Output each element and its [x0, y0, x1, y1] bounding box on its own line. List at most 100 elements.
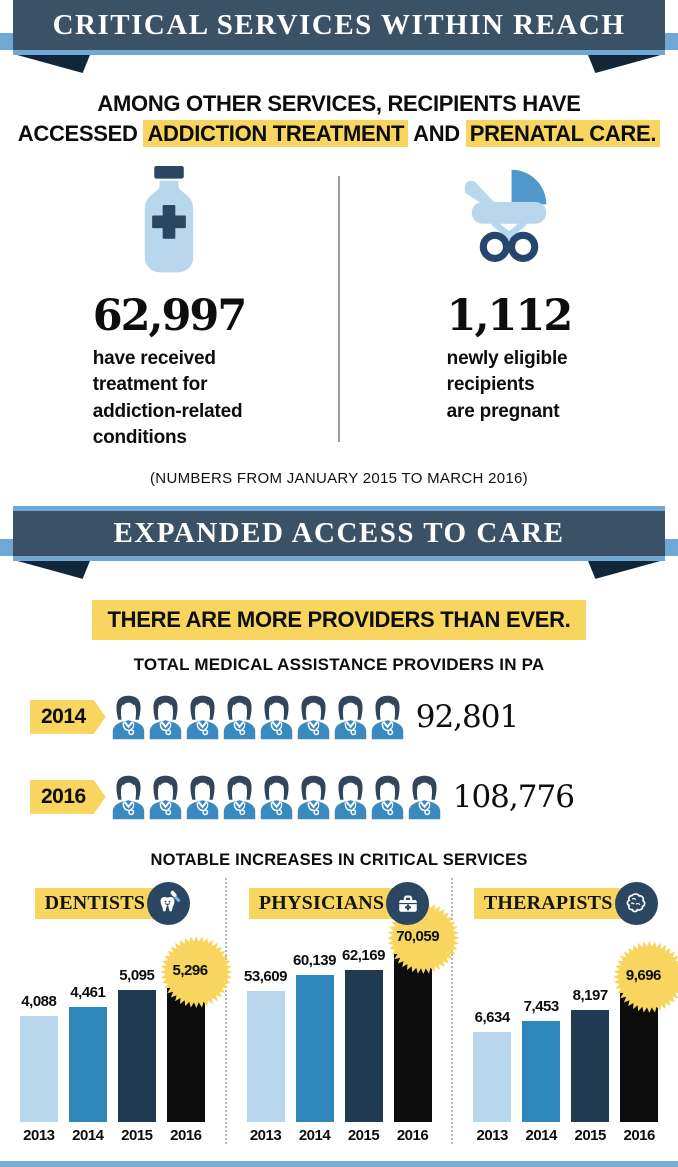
year-label: 2015	[574, 1126, 606, 1144]
bar	[571, 1009, 610, 1122]
year-tag-2014: 2014	[30, 700, 106, 734]
bar-group: 70,059	[386, 901, 459, 1122]
date-range-note: (NUMBERS FROM JANUARY 2015 TO MARCH 2016…	[150, 469, 528, 487]
doctor-icon	[408, 775, 440, 820]
doctor-icon	[186, 775, 218, 820]
stat-pregnant-recipients: 1,112 newly eligible recipients are preg…	[340, 162, 678, 452]
brain-icon	[614, 882, 658, 926]
increases-heading: NOTABLE INCREASES IN CRITICAL SERVICES	[150, 850, 528, 869]
bar-group: 8,197	[571, 987, 610, 1122]
doctor-icon	[260, 775, 292, 820]
bar-value-label: 53,609	[244, 967, 287, 985]
bar	[620, 989, 659, 1122]
bar-value-label: 5,095	[119, 966, 155, 984]
doctor-icon	[334, 695, 366, 740]
year-label: 2013	[476, 1126, 508, 1144]
bar-value-label: 5,296	[172, 961, 209, 979]
doctor-icon	[223, 775, 255, 820]
bar	[68, 1006, 107, 1122]
year-label: 2014	[525, 1126, 557, 1144]
year-label: 2016	[623, 1126, 655, 1144]
stat-value-addiction: 62,997	[92, 291, 248, 342]
chart-header-dentists: DENTISTS	[0, 880, 225, 928]
bar-group: 6,634	[473, 1009, 512, 1122]
bar-group: 4,088	[19, 993, 58, 1122]
doctor-icon	[112, 775, 144, 820]
headline-line1: AMONG OTHER SERVICES, RECIPIENTS HAVE	[97, 91, 581, 116]
pictogram-row-2014: 2014	[30, 679, 678, 755]
doctor-icons-2016	[110, 763, 443, 831]
bar-value-label: 8,197	[572, 986, 609, 1004]
year-label: 2015	[347, 1126, 380, 1144]
year-label: 2014	[72, 1126, 104, 1144]
bar	[166, 984, 205, 1122]
sunburst-badge	[613, 940, 678, 1013]
doctor-icon	[297, 775, 329, 820]
doctor-icon	[149, 695, 181, 740]
stat-addiction-treatment: 62,997 have received treatment for addic…	[0, 162, 338, 452]
footer-strip	[0, 1161, 678, 1167]
bar-group: 5,095	[117, 967, 156, 1122]
banner-critical-services: CRITICAL SERVICES WITHIN REACH	[0, 0, 678, 78]
bars-physicians: 53,609 60,139 62,169 70,059	[227, 901, 459, 1122]
bar-value-label: 7,453	[523, 997, 560, 1015]
stat-value-pregnant: 1,112	[446, 291, 574, 342]
years-therapists: 2013 2014 2015 2016	[453, 1127, 678, 1144]
bar	[246, 990, 285, 1122]
tooth-icon	[147, 882, 191, 926]
provider-count-2016: 108,776	[452, 778, 575, 815]
bars-therapists: 6,634 7,453 8,197 9,696	[453, 930, 678, 1122]
providers-tagline: THERE ARE MORE PROVIDERS THAN EVER.	[91, 599, 587, 640]
doctor-icon	[112, 695, 144, 740]
doctor-icon	[186, 695, 218, 740]
chart-therapists: THERAPISTS 6,634 7,453 8,197 9,696 2013 2014…	[451, 877, 678, 1144]
doctor-icon	[297, 695, 329, 740]
charts-row: DENTISTS 4,088 4,461 5,095 5,296 2013 2014 20…	[0, 877, 678, 1144]
chart-header-physicians: PHYSICIANS	[227, 880, 452, 928]
doctor-icon	[371, 695, 403, 740]
banner1-title: CRITICAL SERVICES WITHIN REACH	[52, 8, 626, 41]
highlight-addiction-treatment: ADDICTION TREATMENT	[143, 119, 409, 147]
bar-group: 9,696	[613, 940, 678, 1122]
bar-value-label: 4,088	[21, 992, 57, 1010]
chart-physicians: PHYSICIANS 53,609 60,139 62,169 70,059 2013…	[224, 877, 459, 1144]
bar-group: 5,296	[160, 935, 233, 1122]
stat-caption-pregnant: newly eligible recipients are pregnant	[446, 347, 568, 422]
stats-row: 62,997 have received treatment for addic…	[0, 162, 678, 452]
banner2-title: EXPANDED ACCESS TO CARE	[113, 516, 565, 549]
doctor-icon	[260, 695, 292, 740]
bar-group: 7,453	[522, 998, 561, 1122]
doctor-icon	[223, 695, 255, 740]
bar-value-label: 4,461	[70, 983, 106, 1001]
banner-expanded-access: EXPANDED ACCESS TO CARE	[0, 505, 678, 584]
ribbon-panel: CRITICAL SERVICES WITHIN REACH	[13, 0, 665, 55]
bar-group: 53,609	[244, 968, 287, 1122]
years-dentists: 2013 2014 2015 2016	[0, 1127, 225, 1144]
bar	[393, 950, 432, 1122]
bar	[117, 989, 156, 1122]
bar	[473, 1031, 512, 1122]
chart-title-physicians: PHYSICIANS	[248, 888, 411, 920]
bar	[344, 969, 383, 1122]
bar-value-label: 9,696	[625, 966, 662, 984]
doctor-icon	[371, 775, 403, 820]
headline: AMONG OTHER SERVICES, RECIPIENTS HAVE AC…	[0, 89, 678, 148]
doctor-icon	[149, 775, 181, 820]
years-physicians: 2013 2014 2015 2016	[227, 1127, 452, 1144]
stroller-icon	[340, 162, 678, 294]
doctor-icon	[334, 775, 366, 820]
bar-group: 60,139	[293, 952, 336, 1122]
providers-heading: TOTAL MEDICAL ASSISTANCE PROVIDERS IN PA	[133, 654, 545, 674]
bar-value-label: 70,059	[396, 927, 440, 945]
year-label: 2014	[298, 1126, 331, 1144]
year-label: 2015	[121, 1126, 153, 1144]
tagline-wrap: THERE ARE MORE PROVIDERS THAN EVER.	[0, 599, 678, 640]
doctor-icons-2014	[110, 683, 406, 751]
chart-header-therapists: THERAPISTS	[453, 880, 678, 928]
bar-value-label: 6,634	[474, 1008, 511, 1026]
pictogram-row-2016: 2016	[30, 759, 678, 835]
year-tag-2016: 2016	[30, 780, 106, 814]
bar-group: 62,169	[342, 947, 385, 1122]
chart-title-therapists: THERAPISTS	[473, 888, 639, 920]
bar	[295, 974, 334, 1122]
